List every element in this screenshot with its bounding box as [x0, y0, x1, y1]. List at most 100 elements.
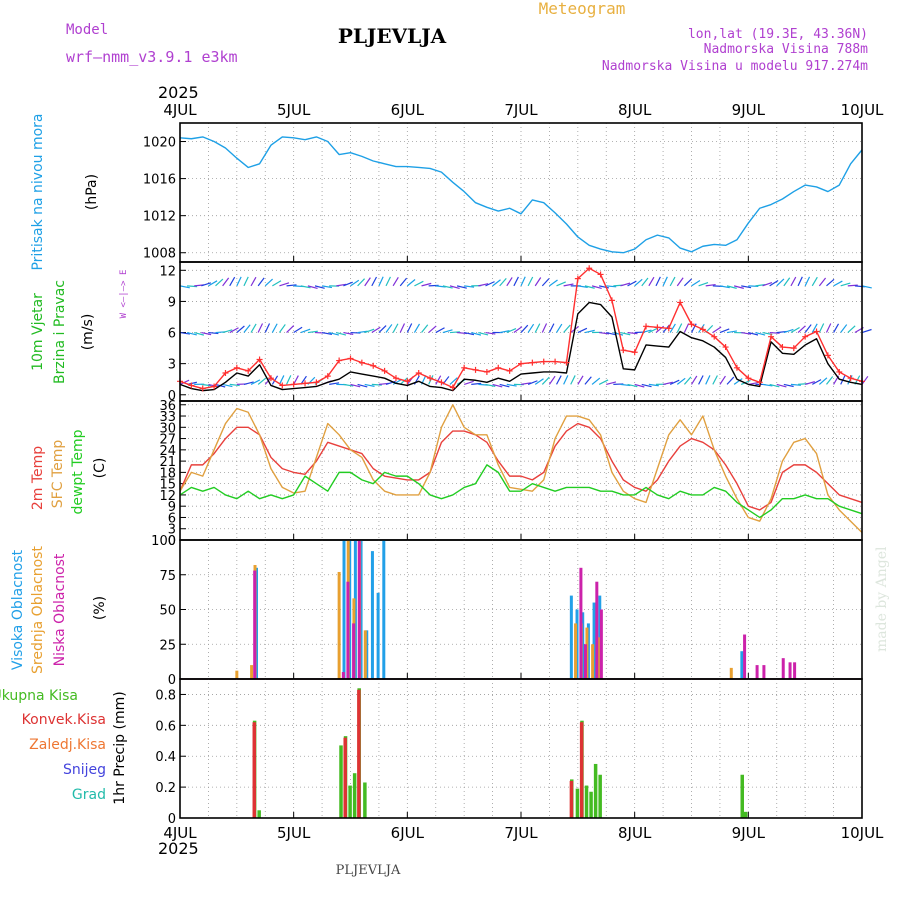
wind-direction-arrow — [343, 331, 354, 335]
bar-total_precip — [257, 810, 261, 818]
gust-marker — [290, 381, 297, 388]
wind-direction-arrow — [811, 276, 818, 287]
gust-marker — [427, 375, 434, 382]
wind-direction-arrow — [556, 281, 566, 287]
bar-total_precip — [363, 782, 367, 818]
wind-direction-arrow — [797, 325, 806, 333]
wind-direction-arrow — [250, 323, 257, 333]
y-tick-label: 3 — [168, 523, 176, 538]
gust-marker — [733, 364, 740, 371]
wind-direction-arrow — [399, 323, 406, 333]
wind-direction-arrow — [606, 285, 617, 288]
wind-direction-arrow — [534, 378, 544, 385]
y-tick-label: 1016 — [143, 173, 176, 188]
wind-direction-arrow — [833, 323, 840, 333]
wind-direction-arrow — [449, 285, 460, 290]
temp-unit: (C) — [92, 458, 108, 479]
wind-direction-arrow — [350, 383, 361, 388]
y-tick-label: 6 — [168, 511, 176, 526]
wind-direction-arrow — [257, 323, 264, 333]
wind-direction-arrow — [620, 282, 631, 287]
wind-direction-arrow — [201, 383, 212, 387]
wind-direction-arrow — [201, 282, 212, 287]
bar-total_precip — [593, 763, 598, 818]
precip-legend-hail: Grad — [72, 787, 106, 803]
wind-direction-arrow — [392, 378, 403, 385]
bar-mid_cloud — [337, 571, 341, 679]
gust-marker — [813, 328, 820, 335]
wind-direction-arrow — [783, 328, 794, 334]
wind-direction-arrow — [208, 280, 218, 287]
bar-mid_cloud — [250, 665, 254, 679]
y-tick-label: 36 — [159, 399, 176, 414]
wind-direction-arrow — [435, 375, 442, 385]
y-tick-label: 0 — [168, 534, 176, 549]
wind-direction-arrow — [264, 323, 271, 333]
time-label-bottom: 5JUL — [277, 824, 311, 842]
wind-direction-arrow — [783, 383, 794, 388]
y-tick-label: 0 — [168, 389, 176, 404]
wind-direction-arrow — [286, 284, 297, 287]
wind-direction-arrow — [250, 276, 257, 287]
wind-direction-arrow — [492, 383, 503, 388]
wind-direction-arrow — [336, 331, 347, 336]
wind-direction-arrow — [541, 376, 550, 385]
bar-conv_precip — [357, 689, 361, 818]
y-tick-label: 24 — [159, 444, 176, 459]
wind-direction-arrow — [620, 331, 631, 336]
gust-marker — [779, 344, 786, 351]
wind-direction-arrow — [606, 331, 617, 336]
gust-marker — [836, 368, 843, 375]
station-title: PLJEVLJA — [338, 24, 447, 48]
gust-marker — [677, 299, 684, 306]
high-cloud-title: Visoka Oblacnost — [10, 549, 26, 670]
y-tick-label: 0.4 — [155, 750, 176, 765]
precip-legend-conv: Konvek.Kisa — [22, 712, 106, 728]
wind-direction-arrow — [790, 276, 797, 287]
wind-direction-arrow — [485, 331, 496, 335]
wind-direction-arrow — [762, 281, 773, 287]
y-tick-label: 27 — [159, 433, 176, 448]
series-line-sfc — [179, 404, 863, 533]
bar-low_cloud — [595, 581, 599, 679]
time-label-top: 10JUL — [841, 101, 884, 119]
wind-direction-arrow — [357, 383, 368, 388]
wind-direction-arrow — [769, 383, 780, 388]
wind-direction-arrow — [599, 285, 610, 289]
time-label-top: 5JUL — [277, 101, 311, 119]
bar-low_cloud — [599, 609, 603, 679]
bar-low_cloud — [788, 662, 792, 679]
gust-marker — [188, 382, 195, 389]
wind-direction-arrow — [669, 379, 680, 385]
wind-direction-arrow — [634, 278, 643, 287]
wind-direction-arrow — [584, 329, 595, 334]
gust-marker — [358, 359, 365, 366]
gust-marker — [643, 323, 650, 330]
wind-direction-arrow — [357, 278, 366, 287]
wind-direction-arrow — [741, 331, 752, 335]
wind-direction-arrow — [413, 323, 421, 333]
gust-marker — [518, 360, 524, 367]
y-tick-label: 12 — [159, 489, 176, 504]
gust-marker — [370, 362, 377, 369]
time-label-top: 7JUL — [504, 101, 538, 119]
wind-direction-arrow — [804, 276, 811, 287]
wind-direction-arrow — [534, 277, 542, 287]
bar-low_cloud — [743, 634, 747, 679]
wind-direction-arrow — [577, 327, 588, 334]
wind-direction-arrow — [648, 327, 659, 334]
wind-direction-arrow — [669, 323, 676, 333]
bar-conv_precip — [569, 780, 574, 818]
wind-direction-arrow — [442, 329, 453, 334]
time-label-top: 4JUL — [163, 101, 197, 119]
wind-direction-arrow — [669, 276, 676, 287]
wind-direction-arrow — [428, 325, 437, 333]
wind-direction-arrow — [627, 383, 638, 388]
gust-marker — [199, 385, 206, 392]
y-tick-label: 75 — [159, 569, 176, 584]
bar-high_cloud — [382, 540, 386, 679]
wind-direction-arrow — [840, 282, 851, 287]
bar-low_cloud — [781, 658, 785, 679]
wind-direction-arrow — [371, 383, 382, 386]
